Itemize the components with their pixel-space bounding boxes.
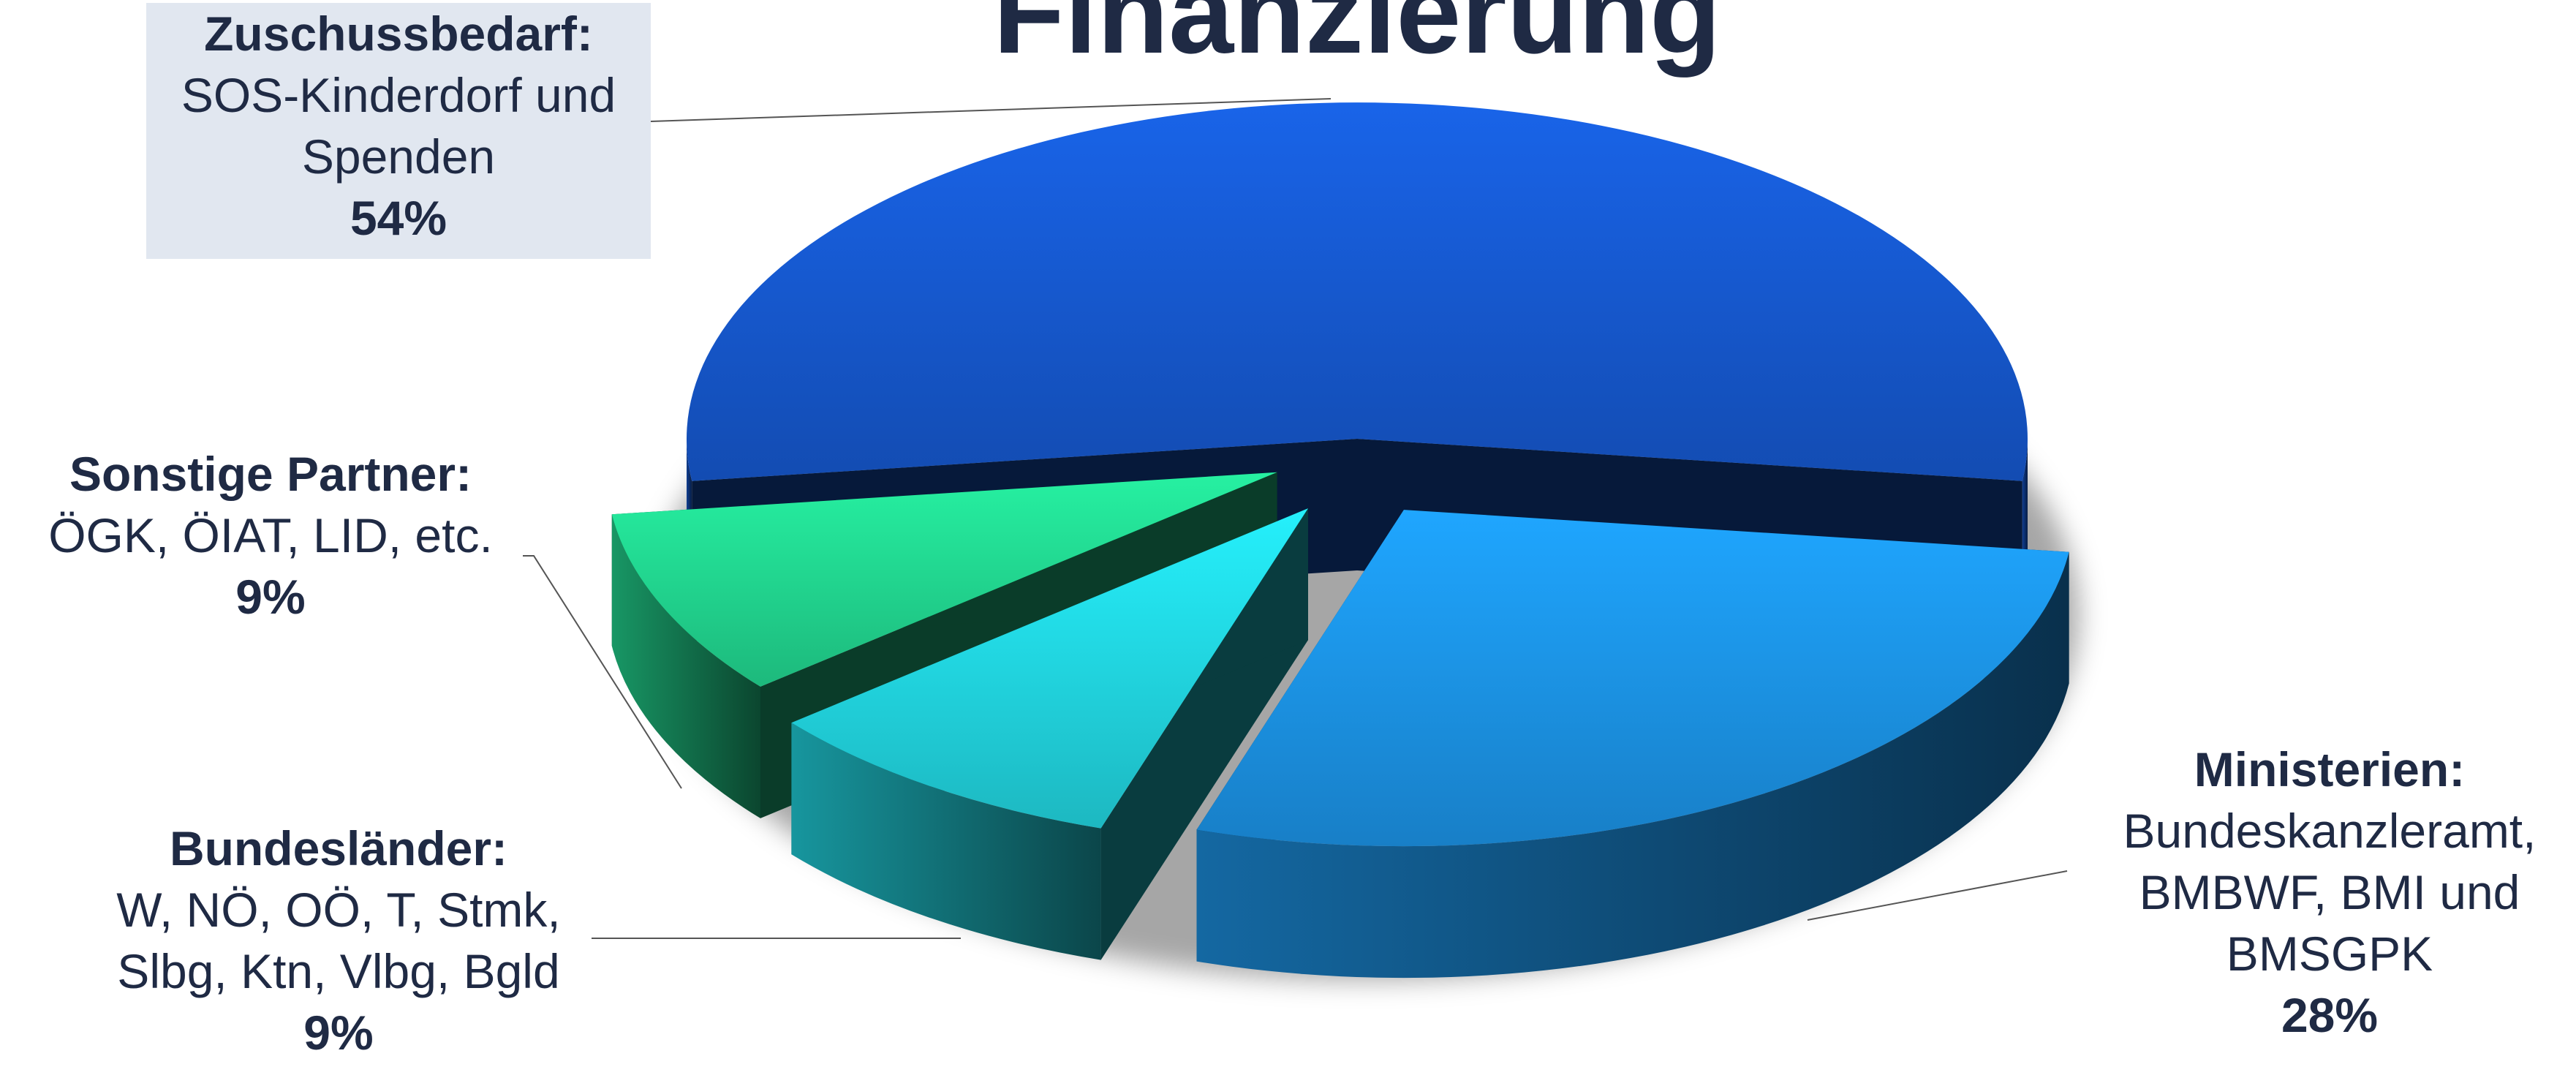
slice-label: Bundesländer: W, NÖ, OÖ, T, Stmk, Slbg, K… [73,818,604,1063]
label-value: 28% [2281,988,2379,1042]
slice [686,102,2028,481]
label-name: Bundesländer: [169,821,508,875]
label-name: Ministerien: [2194,742,2466,796]
label-name: Zuschussbedarf: [204,7,593,61]
slice [611,472,1277,687]
pie [611,102,2079,980]
label-desc: ÖGK, ÖIAT, LID, etc. [48,508,493,562]
slice-label: Sonstige Partner: ÖGK, ÖIAT, LID, etc. 9% [7,443,534,627]
slice-side [611,514,760,818]
chart-title: Finanzierung [993,0,1721,78]
slice [791,508,1308,829]
leader-line [523,555,682,789]
slice [791,508,1308,960]
label-value: 9% [303,1006,374,1060]
label-value: 9% [235,570,306,624]
leader-line [1807,870,2068,921]
slice-label: Zuschussbedarf: SOS-Kinderdorf und Spende… [146,3,651,259]
slice-side [1196,551,2069,979]
slice [1196,510,2069,979]
slice-side [791,723,1101,960]
slice-label: Ministerien: Bundeskanzleramt, BMBWF, BMI… [2081,739,2576,1046]
label-desc: SOS-Kinderdorf und Spenden [181,68,616,184]
label-value: 54% [350,191,447,245]
slice [1196,510,2069,847]
leader-line [650,98,1332,122]
label-desc: W, NÖ, OÖ, T, Stmk, Slbg, Ktn, Vlbg, Bgl… [116,883,561,998]
leader-lines [523,98,2068,939]
label-name: Sonstige Partner: [69,447,472,501]
label-desc: Bundeskanzleramt, BMBWF, BMI und BMSGPK [2123,804,2537,981]
